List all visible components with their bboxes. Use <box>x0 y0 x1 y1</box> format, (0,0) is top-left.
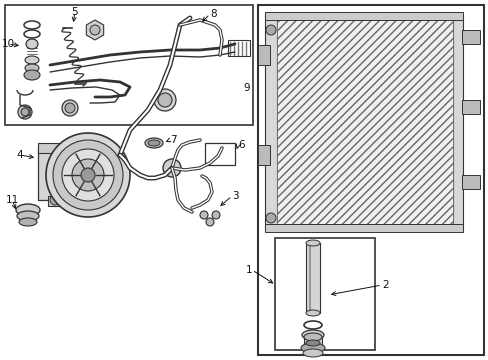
Bar <box>304 337 321 347</box>
Bar <box>461 30 479 44</box>
Circle shape <box>212 211 220 219</box>
Circle shape <box>154 89 176 111</box>
Circle shape <box>53 140 123 210</box>
Circle shape <box>72 159 104 191</box>
Bar <box>274 238 374 350</box>
Bar <box>204 143 235 165</box>
Text: 5: 5 <box>72 7 78 17</box>
Bar <box>461 175 479 189</box>
Bar <box>264 15 276 230</box>
Bar <box>38 143 66 153</box>
Text: 9: 9 <box>243 83 249 93</box>
Text: 10: 10 <box>1 39 15 49</box>
Bar <box>452 15 462 230</box>
Bar <box>258 5 483 355</box>
Bar <box>227 40 249 56</box>
Text: 6: 6 <box>238 140 244 150</box>
Ellipse shape <box>24 70 40 80</box>
Circle shape <box>21 108 29 116</box>
Bar <box>461 100 479 114</box>
Ellipse shape <box>148 140 160 146</box>
Circle shape <box>65 103 75 113</box>
Text: 1: 1 <box>245 265 251 275</box>
Ellipse shape <box>25 56 39 64</box>
Ellipse shape <box>302 330 324 340</box>
Ellipse shape <box>25 64 39 72</box>
Bar <box>305 243 319 313</box>
Circle shape <box>18 105 32 119</box>
Bar <box>48 196 88 206</box>
Bar <box>264 224 462 232</box>
Ellipse shape <box>305 340 319 346</box>
Circle shape <box>62 100 78 116</box>
Ellipse shape <box>305 310 319 316</box>
Ellipse shape <box>16 204 40 216</box>
Bar <box>5 5 252 125</box>
Ellipse shape <box>301 343 325 353</box>
Bar <box>38 148 76 200</box>
Circle shape <box>46 133 130 217</box>
Text: 7: 7 <box>170 135 176 145</box>
Circle shape <box>158 93 172 107</box>
Text: 11: 11 <box>5 195 19 205</box>
Bar <box>258 145 269 165</box>
Circle shape <box>81 168 95 182</box>
Bar <box>258 45 269 65</box>
Ellipse shape <box>19 218 37 226</box>
Ellipse shape <box>303 349 323 357</box>
Circle shape <box>265 213 275 223</box>
Text: 4: 4 <box>17 150 23 160</box>
Circle shape <box>163 159 181 177</box>
Text: 8: 8 <box>209 9 216 19</box>
Bar <box>264 12 462 20</box>
Circle shape <box>62 149 114 201</box>
Ellipse shape <box>17 211 39 221</box>
Bar <box>276 15 452 230</box>
Circle shape <box>265 25 275 35</box>
Text: 3: 3 <box>231 191 238 201</box>
Ellipse shape <box>304 333 321 341</box>
Ellipse shape <box>26 39 38 49</box>
Text: 2: 2 <box>381 280 388 290</box>
Circle shape <box>90 25 100 35</box>
Circle shape <box>50 195 60 205</box>
Circle shape <box>205 218 214 226</box>
Ellipse shape <box>145 138 163 148</box>
Ellipse shape <box>305 240 319 246</box>
Circle shape <box>200 211 207 219</box>
